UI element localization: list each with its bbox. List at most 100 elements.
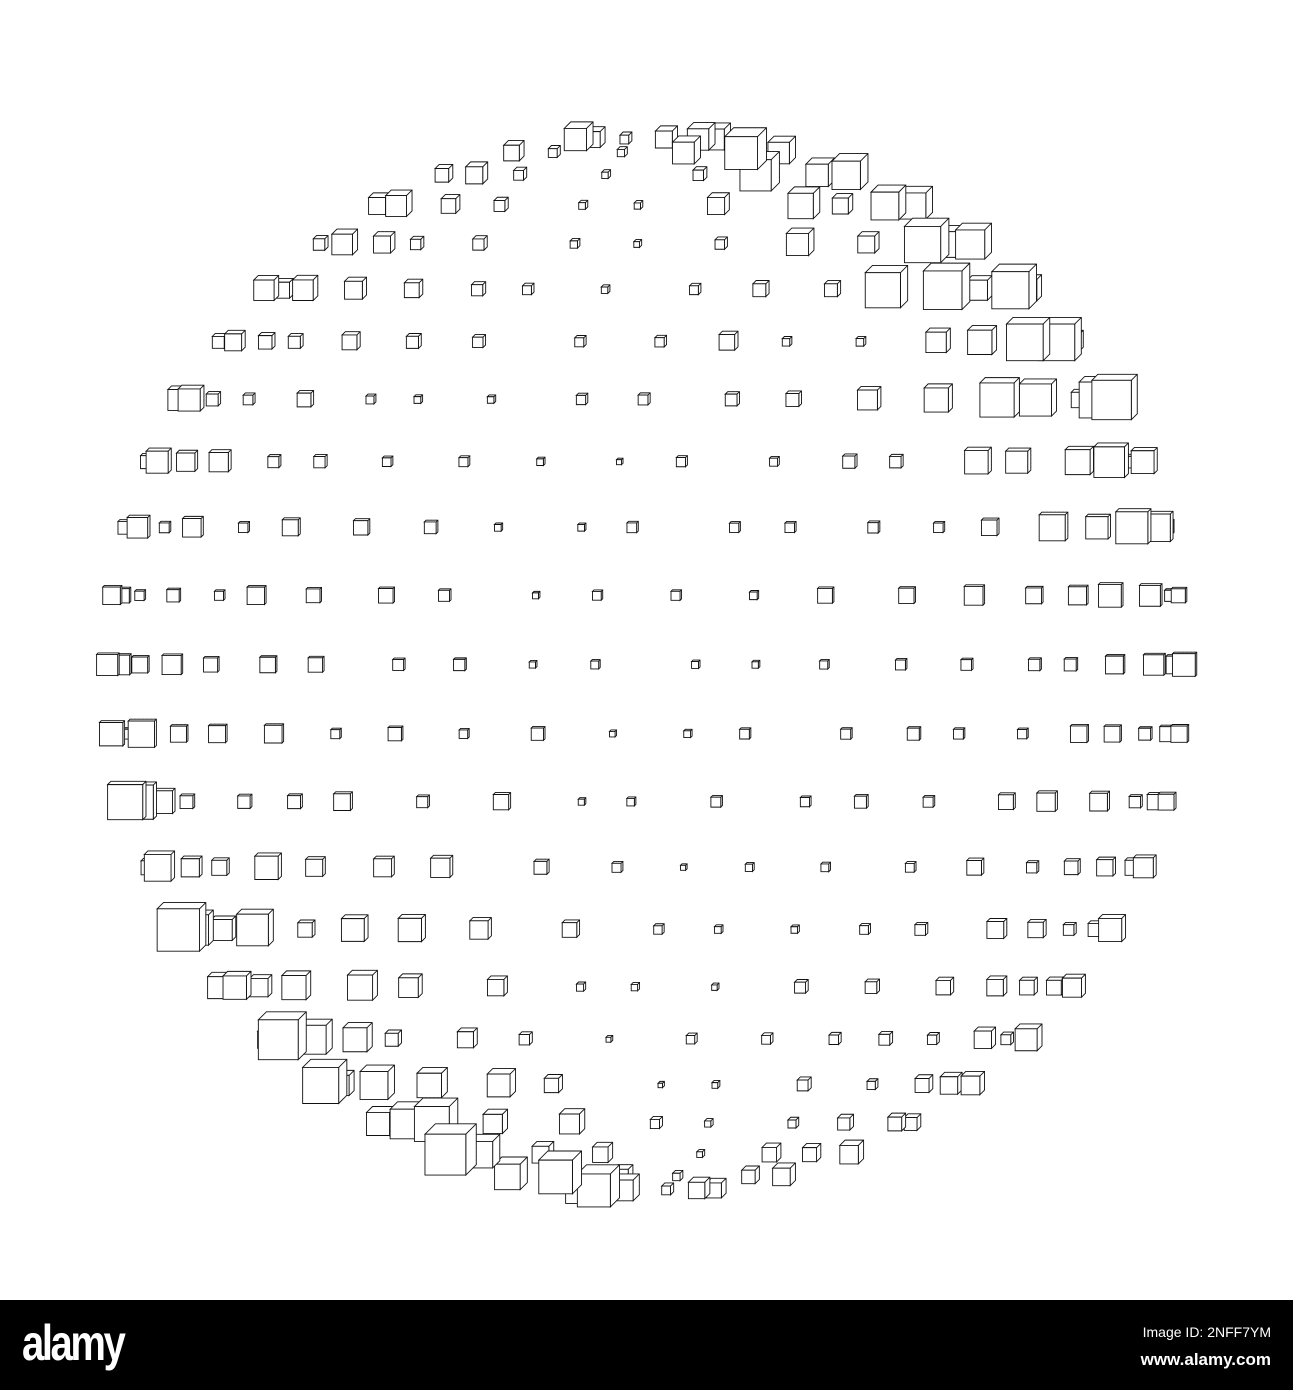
cube <box>740 1165 760 1185</box>
cube <box>486 394 497 405</box>
cube <box>959 657 974 672</box>
cube <box>838 1139 865 1165</box>
cube <box>346 969 378 1002</box>
cube <box>738 727 752 741</box>
cube <box>145 447 172 475</box>
cube <box>914 1074 934 1094</box>
cube <box>258 655 278 674</box>
cube <box>492 792 512 811</box>
cube <box>1171 651 1198 678</box>
cube <box>95 652 120 677</box>
cube <box>710 1080 721 1090</box>
cube <box>434 163 454 184</box>
cube <box>865 1078 879 1091</box>
cube <box>1004 447 1032 475</box>
cube <box>660 1182 675 1196</box>
cube <box>127 718 157 749</box>
cube <box>177 384 205 413</box>
watermark-bar: alamy Image ID: 2NFF7YM www.alamy.com <box>0 1300 1293 1390</box>
cube <box>1132 854 1157 879</box>
cube <box>687 1176 711 1200</box>
cube <box>855 335 867 348</box>
cube <box>796 1076 812 1092</box>
cube <box>1063 858 1081 876</box>
cube <box>343 276 367 301</box>
cube <box>864 264 909 309</box>
cube <box>437 588 452 603</box>
cube <box>471 334 487 349</box>
cube <box>709 795 723 809</box>
cube <box>397 914 426 943</box>
cube <box>718 330 739 352</box>
cube <box>384 1029 402 1048</box>
cube <box>573 335 587 348</box>
cube <box>823 280 842 298</box>
cube <box>307 655 325 674</box>
cube <box>786 186 821 220</box>
cube <box>493 1156 528 1191</box>
cube <box>856 386 882 412</box>
cube <box>801 1142 822 1163</box>
cube <box>691 166 708 182</box>
cube <box>133 589 147 602</box>
cube <box>877 1031 894 1047</box>
cube <box>464 161 489 185</box>
cube <box>482 1108 508 1135</box>
cube <box>1169 724 1190 744</box>
cube <box>358 1064 395 1101</box>
cube <box>978 377 1020 419</box>
cube <box>223 329 246 352</box>
cube <box>760 1032 774 1046</box>
cube <box>143 850 176 883</box>
cube <box>831 193 854 216</box>
cube <box>781 336 793 348</box>
cube <box>528 659 538 670</box>
cube <box>423 1123 477 1177</box>
cube <box>637 392 651 406</box>
cube <box>1018 976 1038 997</box>
cube <box>577 797 587 807</box>
cube <box>785 227 815 257</box>
cube <box>999 1031 1014 1046</box>
cube <box>575 981 587 993</box>
cube <box>750 659 761 670</box>
cube <box>512 166 528 182</box>
cube <box>246 585 267 606</box>
cube <box>653 334 668 349</box>
cube <box>486 975 508 997</box>
cube <box>470 281 487 297</box>
cube <box>669 589 683 602</box>
cube <box>169 724 189 744</box>
cube <box>839 727 853 741</box>
cube <box>625 796 637 808</box>
cube <box>263 723 285 745</box>
cube <box>377 586 396 605</box>
cube <box>923 383 953 414</box>
cube <box>990 263 1037 310</box>
cube <box>952 727 966 741</box>
cube <box>997 792 1016 811</box>
cube <box>341 1022 373 1053</box>
cube <box>864 978 880 995</box>
cube <box>1142 652 1166 677</box>
cube <box>1114 508 1152 545</box>
cube <box>235 908 274 947</box>
cube <box>649 1116 663 1130</box>
cube <box>237 521 250 534</box>
cube <box>618 131 633 145</box>
cube <box>966 275 993 302</box>
cube <box>257 332 276 351</box>
cube <box>1104 654 1126 675</box>
cube <box>723 127 767 171</box>
cube <box>558 1108 586 1136</box>
cube <box>1026 918 1047 939</box>
cube <box>236 793 253 810</box>
cube <box>1130 447 1158 475</box>
cube <box>695 1149 706 1159</box>
cube <box>591 589 604 602</box>
cube <box>1090 373 1138 421</box>
cube <box>158 520 172 534</box>
cube <box>403 278 424 299</box>
cube <box>561 919 581 939</box>
cube <box>1018 378 1057 418</box>
